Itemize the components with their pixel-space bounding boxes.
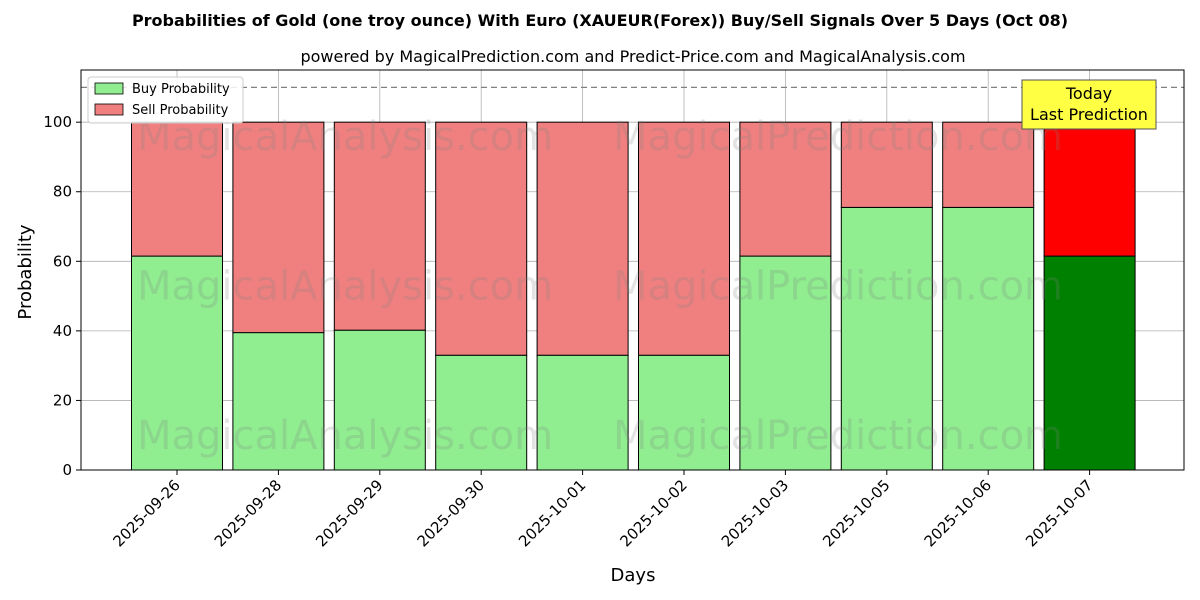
bar-buy-2025-10-07 [1043,255,1136,471]
annotation-line2: Last Prediction [1030,105,1148,124]
bar-sell-2025-10-07 [1043,121,1136,257]
bar-buy-2025-10-05 [840,206,933,471]
bar-sell-2025-10-02 [638,121,730,356]
y-tick-label: 100 [43,113,72,131]
x-tick-label: 2025-10-06 [921,476,995,550]
legend-label-buy: Buy Probability [132,82,230,97]
x-tick-label: 2025-10-01 [515,476,589,550]
y-tick-label: 0 [62,461,72,479]
bar-buy-2025-10-01 [536,354,629,471]
axes [80,69,1185,471]
watermark-text: MagicalPrediction.com [613,413,1063,459]
bar-sell-2025-09-29 [333,121,426,331]
bar-buy-2025-10-02 [638,354,730,471]
x-axis-label: Days [611,565,656,586]
annotation-box [1021,79,1157,130]
legend-swatch-sell [94,103,124,116]
y-axis-label: Probability [15,224,36,319]
y-tick-label: 80 [53,183,72,201]
watermark-text: MagicalPrediction.com [613,114,1063,160]
bar-buy-2025-10-06 [942,206,1035,471]
bar-sell-2025-09-28 [232,121,325,334]
y-tick-label: 20 [53,391,72,409]
x-tick-label: 2025-10-07 [1022,476,1096,550]
bar-buy-2025-09-29 [333,329,426,471]
bar-buy-2025-09-26 [131,255,223,471]
x-tick-label: 2025-09-26 [109,476,183,550]
watermark-text: MagicalPrediction.com [613,264,1063,310]
bar-sell-2025-09-26 [131,121,223,257]
bar-buy-2025-10-03 [739,255,832,471]
x-tick-label: 2025-09-28 [211,476,285,550]
x-tick-label: 2025-10-03 [718,476,792,550]
bar-sell-2025-10-06 [942,121,1035,208]
bar-sell-2025-09-30 [435,121,528,356]
legend-swatch-buy [94,82,124,95]
legend: Buy Probability Sell Probability [87,76,244,124]
watermark-text: MagicalAnalysis.com [137,413,553,459]
bar-sell-2025-10-05 [840,121,933,208]
bars [131,121,1136,471]
x-tick-label: 2025-10-05 [819,476,893,550]
plot-frame [80,69,1185,471]
x-tick-label: 2025-09-29 [312,476,386,550]
chart-subtitle: powered by MagicalPrediction.com and Pre… [300,47,965,66]
annotation-line1: Today [1065,84,1112,103]
x-tick-label: 2025-10-02 [616,476,690,550]
bar-sell-2025-10-03 [739,121,832,257]
y-tick-label: 60 [53,252,72,270]
x-tick-label: 2025-09-30 [414,476,488,550]
watermark-text: MagicalAnalysis.com [137,264,553,310]
bar-sell-2025-10-01 [536,121,629,356]
bar-buy-2025-09-30 [435,354,528,471]
today-annotation: Today Last Prediction [1021,79,1157,130]
legend-frame [87,76,244,124]
chart-title: Probabilities of Gold (one troy ounce) W… [132,11,1068,30]
y-tick-label: 40 [53,322,72,340]
legend-label-sell: Sell Probability [132,103,229,118]
